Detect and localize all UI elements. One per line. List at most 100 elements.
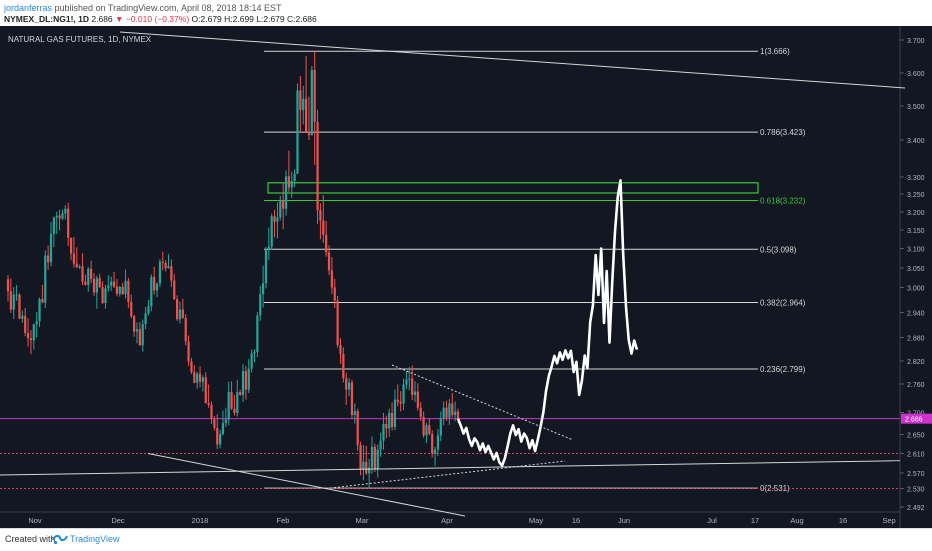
candle-body bbox=[362, 461, 365, 470]
time-axis-label: Aug bbox=[790, 516, 803, 525]
candle-body bbox=[161, 261, 164, 263]
candle-body bbox=[29, 338, 33, 341]
candle-body bbox=[416, 391, 419, 408]
candle-body bbox=[261, 283, 265, 295]
candle-body bbox=[178, 309, 182, 320]
candle-body bbox=[9, 291, 12, 310]
candle-body bbox=[267, 246, 270, 250]
candle-body bbox=[204, 377, 207, 403]
last-price-marker bbox=[901, 413, 932, 424]
time-axis-label: Nov bbox=[28, 516, 42, 525]
candle-body bbox=[196, 373, 199, 383]
time-axis-label: 2018 bbox=[192, 516, 209, 525]
candle-body bbox=[433, 449, 437, 454]
price-chart[interactable]: NATURAL GAS FUTURES, 1D, NYMEX 1(3.666) 0… bbox=[0, 26, 932, 528]
candle-body bbox=[227, 392, 230, 420]
candle-body bbox=[425, 425, 428, 436]
created-with-label: Created with bbox=[5, 534, 56, 544]
candle-body bbox=[333, 287, 336, 301]
time-axis-label: Mar bbox=[356, 516, 369, 525]
candle-body bbox=[445, 407, 448, 418]
candle-body bbox=[256, 315, 259, 352]
candle-body bbox=[107, 285, 110, 289]
candle-body bbox=[411, 378, 414, 395]
author-link[interactable]: jordanferras bbox=[4, 3, 53, 13]
candle-body bbox=[124, 280, 127, 295]
candle-body bbox=[181, 309, 184, 318]
candle-body bbox=[87, 268, 90, 285]
tradingview-brand[interactable]: TradingView bbox=[70, 534, 120, 544]
candle-body bbox=[319, 210, 322, 221]
candle-body bbox=[342, 353, 345, 379]
candle-body bbox=[144, 313, 147, 325]
candle-body bbox=[388, 412, 391, 429]
support-trendline bbox=[0, 460, 901, 476]
candle-body bbox=[345, 378, 348, 390]
candle-body bbox=[98, 278, 101, 288]
price-axis-label: 2.760 bbox=[907, 382, 925, 389]
candle-body bbox=[382, 423, 385, 441]
candle-body bbox=[336, 300, 339, 345]
candle-body bbox=[75, 263, 78, 268]
candle-body bbox=[439, 418, 442, 436]
candle-body bbox=[164, 262, 167, 269]
chart-area[interactable]: NATURAL GAS FUTURES, 1D, NYMEX 1(3.666) 0… bbox=[0, 26, 932, 528]
candle-body bbox=[359, 444, 362, 470]
candle-body bbox=[302, 98, 305, 111]
fib-level-label: 0.786(3.423) bbox=[760, 128, 806, 137]
candle-body bbox=[155, 283, 159, 291]
tradingview-logo-icon bbox=[52, 534, 68, 545]
channel-lower-line bbox=[147, 453, 466, 517]
candle-body bbox=[233, 408, 236, 413]
candle-body bbox=[396, 399, 399, 403]
candle-body bbox=[130, 302, 133, 317]
fibonacci-layer: 1(3.666) 0.786(3.423) 0.618(3.232) 0.5(3.09… bbox=[264, 47, 806, 493]
candle-body bbox=[247, 368, 250, 390]
candle-body bbox=[448, 403, 451, 418]
ohlc-values: O:2.679 H:2.699 L:2.679 C:2.686 bbox=[191, 14, 317, 24]
candle-body bbox=[193, 372, 196, 383]
candle-body bbox=[170, 266, 173, 281]
price-axis-label: 3.100 bbox=[907, 247, 925, 254]
candle-body bbox=[104, 288, 107, 303]
publisher-line: jordanferras published on TradingView.co… bbox=[4, 3, 282, 13]
price-axis-label: 3.700 bbox=[907, 38, 925, 45]
candle-body bbox=[92, 278, 96, 293]
candle-body bbox=[69, 237, 73, 254]
candle-body bbox=[325, 234, 328, 253]
candle-body bbox=[21, 315, 24, 319]
time-axis-label: Apr bbox=[441, 516, 453, 525]
candle-body bbox=[153, 276, 156, 291]
candle-body bbox=[428, 425, 431, 435]
candle-body bbox=[379, 440, 382, 450]
price-axis-label: 3.300 bbox=[907, 175, 925, 182]
candle-body bbox=[32, 324, 35, 341]
candle-body bbox=[451, 403, 454, 416]
candle-body bbox=[419, 407, 422, 417]
candle-body bbox=[15, 294, 18, 296]
price-axis-label: 2.880 bbox=[907, 336, 925, 343]
candle-body bbox=[385, 423, 388, 429]
candle-body bbox=[47, 255, 50, 263]
candle-body bbox=[207, 403, 210, 405]
candle-body bbox=[296, 90, 299, 174]
candle-body bbox=[6, 279, 10, 292]
candle-body bbox=[413, 391, 417, 395]
price-axis-label: 3.150 bbox=[907, 228, 925, 235]
candle-body bbox=[239, 392, 242, 395]
candle-body bbox=[244, 370, 247, 390]
candle-body bbox=[216, 427, 219, 445]
candle-body bbox=[26, 332, 30, 339]
candle-body bbox=[259, 294, 262, 316]
candle-body bbox=[84, 281, 87, 285]
price-axis-label: 3.050 bbox=[907, 266, 925, 273]
candles-layer bbox=[6, 51, 460, 489]
time-axis-label: May bbox=[529, 516, 543, 525]
time-axis-label: Dec bbox=[111, 516, 125, 525]
candle-body bbox=[393, 399, 397, 428]
candle-body bbox=[67, 208, 70, 238]
footer: Created with TradingView bbox=[0, 528, 932, 551]
time-axis-label: 17 bbox=[751, 516, 759, 525]
candle-body bbox=[310, 70, 313, 136]
candle-body bbox=[316, 121, 319, 211]
